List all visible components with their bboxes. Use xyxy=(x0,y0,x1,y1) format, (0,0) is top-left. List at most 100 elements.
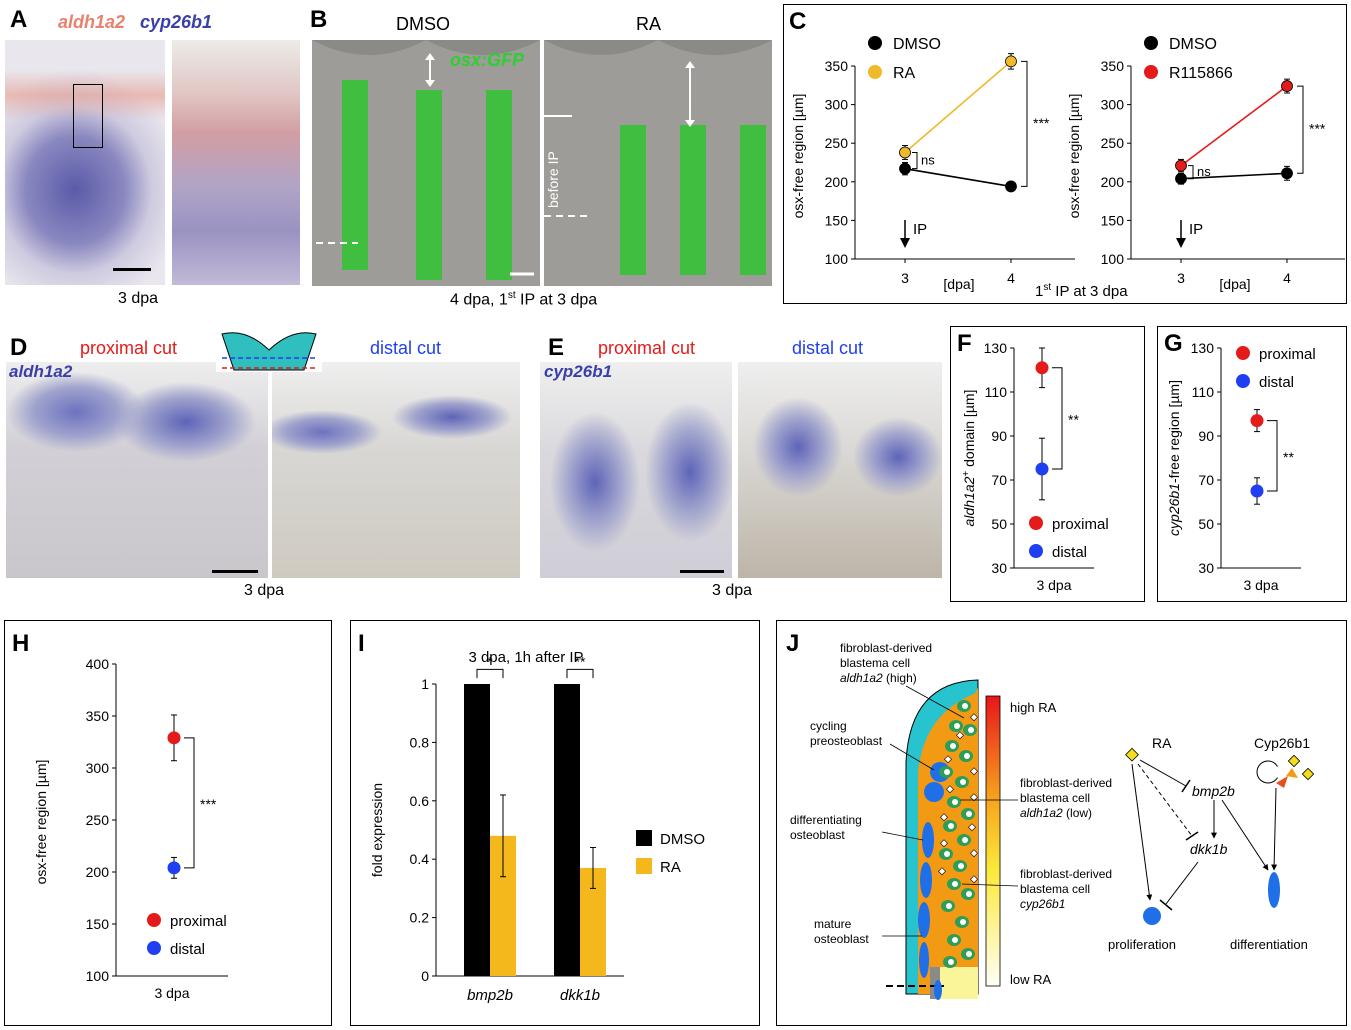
caption-c: 1st IP at 3 dpa xyxy=(1035,282,1128,300)
fib-high-line2: blastema cell xyxy=(840,656,910,670)
fib-low-line2: blastema cell xyxy=(1020,791,1090,805)
nucleus-icon xyxy=(960,779,966,785)
significance-label: *** xyxy=(1033,115,1050,131)
y-tick-label: 90 xyxy=(1198,428,1214,444)
nucleus-icon xyxy=(954,723,960,729)
panel-f-frame xyxy=(950,326,1145,602)
nucleus-icon xyxy=(964,753,970,759)
legend-label: distal xyxy=(1259,374,1294,391)
y-tick-label: 0 xyxy=(421,968,429,984)
nucleus-icon xyxy=(966,951,972,957)
x-axis-label: 3 dpa xyxy=(1036,577,1071,593)
y-axis-label: fold expression xyxy=(369,783,385,877)
y-tick-label: 70 xyxy=(991,472,1007,488)
series-line-R115866 xyxy=(1180,85,1288,167)
nucleus-icon xyxy=(958,863,964,869)
y-tick-label: 110 xyxy=(985,384,1008,400)
y-tick-label: 1 xyxy=(421,676,429,692)
chart-i: 0 0.2 0.4 0.6 0.8 1 fold expression 3 dpa, 1h a… xyxy=(369,649,705,1004)
bmp2b-label: bmp2b xyxy=(1192,783,1235,799)
legend-marker xyxy=(1144,65,1158,79)
data-point-distal xyxy=(1250,484,1264,498)
data-point-DMSO xyxy=(899,162,911,175)
proximal-cut-d: proximal cut xyxy=(80,338,178,358)
panel-j-frame xyxy=(776,620,1347,1026)
data-point-DMSO xyxy=(1175,172,1187,185)
fib-high-line3: aldh1a2 (high) xyxy=(840,671,917,685)
y-tick-label: 250 xyxy=(86,812,110,828)
panel-label-d: D xyxy=(10,334,28,361)
y-tick-label: 200 xyxy=(86,864,110,880)
mature-line2: osteoblast xyxy=(814,932,869,946)
x-tick-label: 4 xyxy=(1007,270,1015,286)
significance-label: *** xyxy=(1309,121,1326,137)
y-tick-label: 150 xyxy=(86,916,110,932)
legend-label: RA xyxy=(660,859,681,876)
y-tick-label: 70 xyxy=(1198,472,1214,488)
legend-label: R115866 xyxy=(1169,65,1233,82)
condition-ra: RA xyxy=(636,14,662,34)
micrograph-e-proximal: cyp26b1 xyxy=(540,362,732,578)
mature-line1: mature xyxy=(814,917,852,931)
ra-molecule-icon xyxy=(946,785,954,794)
inset-box xyxy=(73,84,103,148)
significance-bracket xyxy=(912,151,918,170)
panel-label-c: C xyxy=(789,8,807,35)
data-point-R115866 xyxy=(1175,159,1187,172)
y-tick-label: 150 xyxy=(825,212,849,228)
panel-label-i: I xyxy=(358,630,365,657)
x-axis-label: [dpa] xyxy=(1219,276,1250,292)
panel-h-frame xyxy=(4,620,332,1026)
gene-label-cyp26b1: cyp26b1 xyxy=(140,12,213,32)
chart-g: 30 50 70 90 110 130 3 dpa ** proximal distal cyp26… xyxy=(1166,340,1316,593)
scale-bar xyxy=(212,570,258,573)
y-tick-label: 100 xyxy=(825,251,849,267)
x-tick-label: dkk1b xyxy=(560,987,600,1004)
significance-label: * xyxy=(487,653,493,669)
nucleus-icon xyxy=(948,959,954,965)
micrograph-b-dmso: osx:GFP xyxy=(312,40,540,286)
y-tick-label: 300 xyxy=(86,760,110,776)
data-point-DMSO xyxy=(1005,180,1017,193)
legend-label: DMSO xyxy=(1169,36,1217,53)
panel-label-b: B xyxy=(310,6,328,33)
x-axis-label: 3 dpa xyxy=(1243,577,1278,593)
fib-low-line3: aldh1a2 (low) xyxy=(1020,806,1092,820)
panel-label-a: A xyxy=(10,6,28,33)
nucleus-icon xyxy=(952,799,958,805)
y-tick-label: 100 xyxy=(86,968,110,984)
nucleus-icon xyxy=(952,881,958,887)
legend-label: distal xyxy=(1052,544,1087,561)
nucleus-icon xyxy=(960,919,966,925)
nucleus-icon xyxy=(968,727,974,733)
nucleus-icon xyxy=(946,903,952,909)
ip-arrow-icon xyxy=(900,238,910,248)
panel-c-frame xyxy=(783,4,1347,304)
significance-bracket xyxy=(566,668,594,679)
distal-cut-d: distal cut xyxy=(370,338,442,358)
ra-molecule-icon xyxy=(970,849,978,858)
y-tick-label: 0.6 xyxy=(410,793,430,809)
legend-label: DMSO xyxy=(660,831,705,848)
legend-label: proximal xyxy=(1052,516,1109,533)
y-axis-label: osx-free region [µm] xyxy=(790,94,806,219)
significance-bracket xyxy=(184,737,195,869)
micrograph-d-distal xyxy=(272,362,520,578)
micrograph-e-distal xyxy=(738,362,942,578)
caption-b: 4 dpa, 1st IP at 3 dpa xyxy=(450,290,598,309)
chart-h: 100 150 200 250 300 350 400 3 dpa *** proximal dis… xyxy=(33,656,228,1001)
series-line-RA xyxy=(904,60,1012,154)
ra-molecule-icon xyxy=(970,793,978,802)
significance-bracket xyxy=(1297,85,1304,174)
y-tick-label: 350 xyxy=(86,708,110,724)
ra-molecule-icon xyxy=(938,867,946,876)
chart-title: 3 dpa, 1h after IP xyxy=(468,649,583,666)
before-ip-label: before IP xyxy=(545,151,561,208)
y-tick-label: 30 xyxy=(991,560,1007,576)
nucleus-icon xyxy=(962,837,968,843)
legend-marker xyxy=(147,913,161,927)
reporter-label: osx:GFP xyxy=(450,50,525,70)
fib-low-line1: fibroblast-derived xyxy=(1020,776,1112,790)
legend-marker xyxy=(868,65,882,79)
legend-marker xyxy=(147,941,161,955)
